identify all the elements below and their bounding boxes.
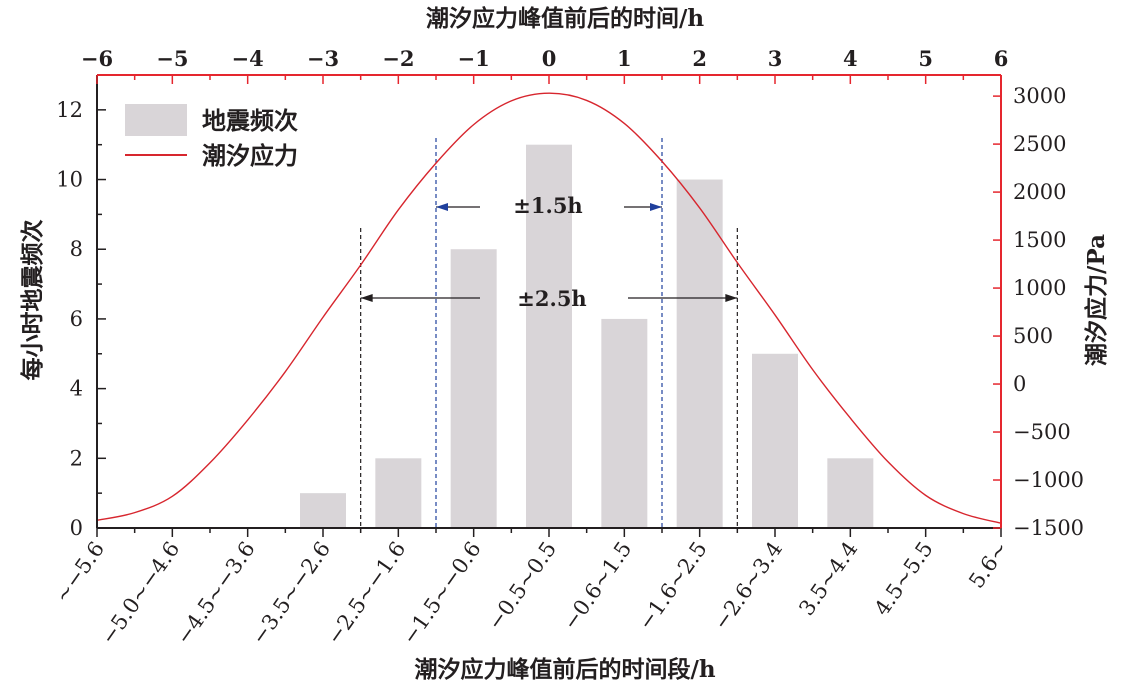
y2-tick-label: 500 (1013, 324, 1053, 348)
legend-label-tidal-stress: 潮汐应力 (202, 141, 298, 170)
top-x-tick-label: −2 (382, 46, 414, 71)
x-tick-label: 4.5~5.5 (870, 537, 938, 620)
top-x-tick-label: 1 (617, 46, 632, 71)
bar (375, 458, 422, 528)
bar (601, 318, 648, 528)
y2-tick-label: −1000 (1013, 468, 1084, 492)
y-tick-label: 12 (56, 98, 83, 122)
arrow-right-1-5h-head-icon (650, 203, 662, 211)
y-tick-label: 6 (70, 307, 83, 331)
y-tick-label: 8 (70, 237, 83, 261)
arrow-right-2-5h-head-icon (725, 294, 738, 302)
legend-bar-swatch (125, 104, 187, 136)
top-x-axis-title: 潮汐应力峰值前后的时间/h (426, 5, 704, 32)
bar (827, 458, 874, 528)
top-x-tick-label: 2 (692, 46, 707, 71)
top-x-tick-label: −1 (458, 46, 490, 71)
y-tick-label: 0 (70, 516, 83, 540)
bar (752, 353, 798, 528)
bar (300, 493, 346, 528)
annotation-2-5h: ±2.5h (517, 286, 586, 311)
y2-tick-label: 3000 (1013, 84, 1066, 108)
x-tick-label: 5.6~ (964, 537, 1013, 593)
y2-tick-label: 1500 (1013, 228, 1066, 252)
y2-tick-label: 0 (1013, 372, 1026, 396)
y2-tick-label: 1000 (1013, 276, 1066, 300)
top-x-tick-label: 6 (994, 46, 1009, 71)
x-tick-label: −2.6~3.4 (709, 537, 787, 634)
tidal-stress-line (96, 92, 1002, 524)
top-x-tick-label: −5 (156, 46, 188, 71)
arrow-left-1-5h-head-icon (436, 203, 448, 211)
bar (526, 144, 572, 528)
x-tick-label: −1.6~2.5 (634, 537, 712, 634)
x-tick-label: −5.0~−4.6 (96, 537, 184, 649)
legend-label-earthquakes: 地震频次 (202, 106, 298, 135)
y-tick-label: 2 (70, 446, 83, 470)
top-x-tick-label: 5 (918, 46, 933, 71)
guides-group (360, 138, 738, 528)
x-tick-label: −0.6~1.5 (558, 537, 636, 634)
y2-tick-label: 2000 (1013, 180, 1066, 204)
top-x-tick-label: 0 (542, 46, 557, 71)
top-x-tick-label: −6 (81, 46, 113, 71)
y-tick-label: 4 (70, 377, 83, 401)
bar (450, 249, 497, 528)
y-tick-label: 10 (56, 168, 83, 192)
top-x-tick-label: −3 (307, 46, 339, 71)
arrow-left-2-5h-head-icon (360, 294, 373, 302)
x-axis-title: 潮汐应力峰值前后的时间段/h (414, 656, 715, 683)
y2-tick-label: −1500 (1013, 516, 1084, 540)
x-tick-label: −1.5~−0.6 (398, 537, 486, 649)
y2-tick-label: −500 (1013, 420, 1071, 444)
x-tick-label: −3.5~−2.6 (247, 537, 335, 649)
x-tick-label: −2.5~−1.6 (322, 537, 410, 649)
x-tick-label: 3.5~4.4 (794, 537, 862, 620)
annotation-1-5h: ±1.5h (513, 193, 582, 218)
bars-group (300, 144, 874, 529)
top-x-tick-label: 3 (768, 46, 783, 71)
top-x-tick-label: 4 (843, 46, 858, 71)
y2-tick-label: 2500 (1013, 132, 1066, 156)
legend: 地震频次 潮汐应力 (125, 104, 298, 170)
x-tick-label: ~−5.6 (50, 537, 109, 607)
x-tick-label: −4.5~−3.6 (172, 537, 260, 649)
y-axis-title: 每小时地震频次 (19, 220, 46, 381)
top-x-tick-label: −4 (232, 46, 264, 71)
x-tick-label: −0.5~0.5 (483, 537, 561, 634)
y2-axis-title: 潮汐应力/Pa (1083, 234, 1110, 366)
bar (676, 179, 723, 529)
